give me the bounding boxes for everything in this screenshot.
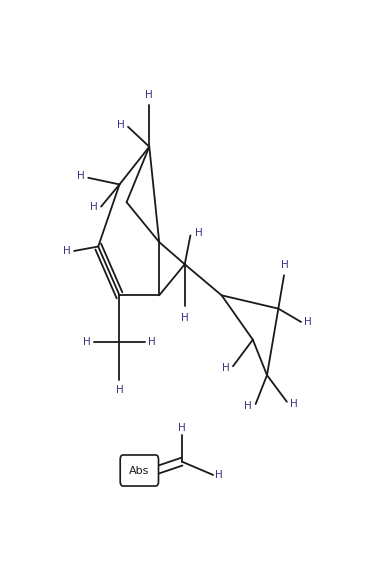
Text: H: H	[215, 470, 223, 480]
Text: H: H	[305, 317, 312, 327]
Text: H: H	[149, 337, 156, 347]
Text: H: H	[117, 120, 125, 130]
Text: H: H	[181, 313, 188, 323]
Text: H: H	[178, 423, 186, 433]
Text: Abs: Abs	[129, 465, 150, 476]
Text: H: H	[145, 90, 153, 100]
Text: H: H	[116, 385, 123, 395]
Text: H: H	[281, 260, 288, 270]
Text: H: H	[63, 246, 71, 256]
Text: H: H	[90, 202, 98, 211]
Text: H: H	[244, 401, 252, 411]
FancyBboxPatch shape	[120, 455, 158, 486]
Text: H: H	[195, 228, 202, 238]
Text: H: H	[83, 337, 90, 347]
Text: H: H	[222, 363, 229, 373]
Text: H: H	[290, 399, 298, 409]
Text: H: H	[77, 172, 85, 181]
